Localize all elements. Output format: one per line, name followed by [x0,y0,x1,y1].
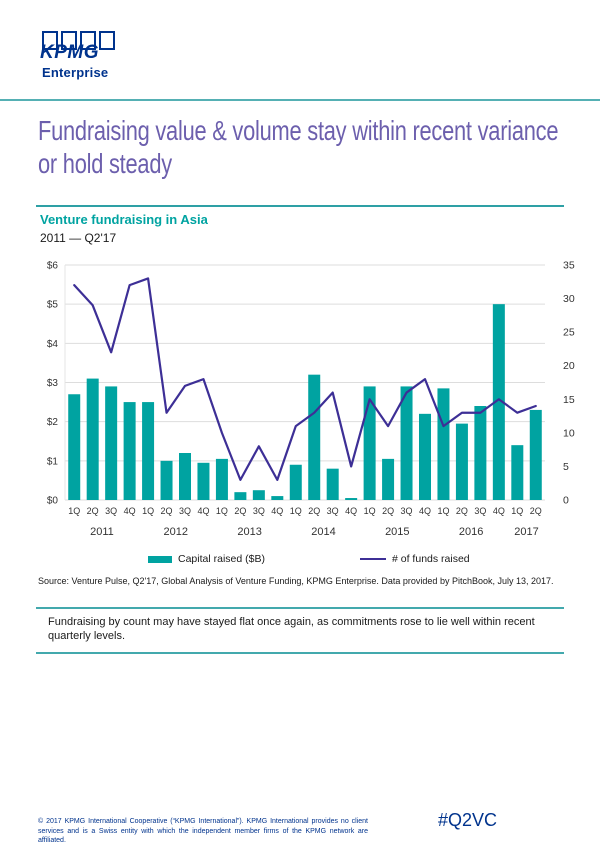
svg-text:2015: 2015 [385,526,409,538]
svg-text:4Q: 4Q [124,506,136,516]
svg-text:3Q: 3Q [327,506,339,516]
callout-box: Fundraising by count may have stayed fla… [36,607,564,654]
svg-text:2Q: 2Q [382,506,394,516]
svg-text:2017: 2017 [514,526,538,538]
svg-text:2Q: 2Q [530,506,542,516]
chart-title: Venture fundraising in Asia [40,212,208,227]
svg-text:1Q: 1Q [511,506,523,516]
svg-text:4Q: 4Q [419,506,431,516]
svg-text:20: 20 [563,360,575,372]
svg-text:2011: 2011 [90,526,114,538]
svg-text:2012: 2012 [164,526,188,538]
callout-text: Fundraising by count may have stayed fla… [48,616,535,642]
svg-text:2Q: 2Q [161,506,173,516]
svg-text:2013: 2013 [237,526,261,538]
svg-text:$4: $4 [47,339,59,350]
svg-text:15: 15 [563,394,575,406]
svg-text:$1: $1 [47,456,59,467]
svg-text:$0: $0 [47,496,59,507]
svg-text:$3: $3 [47,378,59,389]
footer-hashtag: #Q2VC [438,810,498,830]
legend-label-capital: Capital raised ($B) [178,553,265,565]
svg-text:4Q: 4Q [345,506,357,516]
kpmg-logo-unit: Enterprise [42,65,109,80]
svg-text:1Q: 1Q [68,506,80,516]
svg-text:1Q: 1Q [437,506,449,516]
top-divider [0,99,600,101]
chart-date-range: 2011 — Q2'17 [40,231,117,245]
svg-text:2Q: 2Q [87,506,99,516]
footer-copyright: © 2017 KPMG International Cooperative (“… [38,818,368,844]
svg-text:30: 30 [563,293,575,305]
svg-text:$2: $2 [47,417,59,428]
svg-text:3Q: 3Q [401,506,413,516]
chart-legend: Capital raised ($B) # of funds raised [0,553,600,569]
svg-text:$5: $5 [47,300,59,311]
svg-text:2014: 2014 [311,526,335,538]
svg-text:$6: $6 [47,261,59,272]
kpmg-logo-wordmark: KPMG [40,42,99,63]
page-title: Fundraising value & volume stay within r… [38,115,559,179]
svg-text:3Q: 3Q [253,506,265,516]
svg-text:4Q: 4Q [493,506,505,516]
svg-text:5: 5 [563,461,569,473]
legend-item-funds-raised: # of funds raised [360,553,470,565]
svg-text:4Q: 4Q [197,506,209,516]
svg-text:2Q: 2Q [308,506,320,516]
bar-swatch-icon [148,555,172,563]
fundraising-chart: $0 $1 $2 $3 $4 $5 $6 0 5 10 15 20 25 30 35 1Q 2Q 3Q 4Q 1Q 2Q… [47,260,575,539]
legend-item-capital-raised: Capital raised ($B) [148,553,265,565]
svg-text:3Q: 3Q [179,506,191,516]
source-note: Source: Venture Pulse, Q2'17, Global Ana… [38,576,554,586]
svg-text:3Q: 3Q [105,506,117,516]
svg-text:3Q: 3Q [474,506,486,516]
svg-text:2Q: 2Q [234,506,246,516]
line-swatch-icon [360,558,386,560]
svg-text:1Q: 1Q [142,506,154,516]
svg-text:10: 10 [563,427,575,439]
title-divider [36,205,564,207]
kpmg-logo-squares-icon [42,31,115,50]
svg-text:1Q: 1Q [290,506,302,516]
svg-text:0: 0 [563,495,569,507]
svg-text:1Q: 1Q [216,506,228,516]
svg-text:35: 35 [563,260,575,272]
svg-text:2016: 2016 [459,526,483,538]
svg-text:1Q: 1Q [364,506,376,516]
svg-text:25: 25 [563,327,575,339]
legend-label-funds: # of funds raised [392,553,470,565]
kpmg-logo: KPMG Enterprise [40,31,115,80]
svg-text:4Q: 4Q [271,506,283,516]
svg-text:2Q: 2Q [456,506,468,516]
